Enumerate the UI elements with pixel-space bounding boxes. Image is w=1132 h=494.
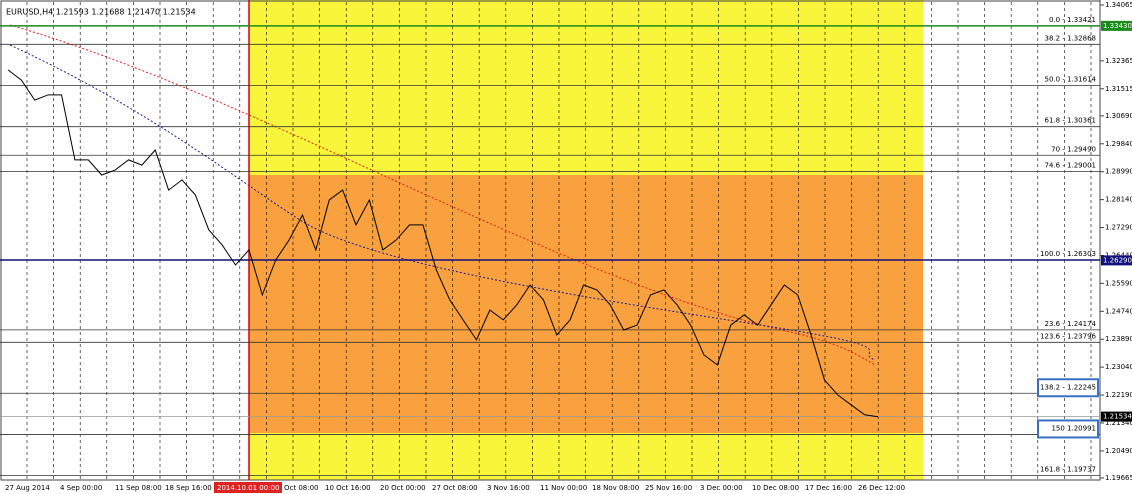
time-label: 25 Nov 16:00 <box>645 484 692 492</box>
price-label: 1.28140 <box>1105 196 1132 204</box>
time-label: Oct 08:00 <box>284 484 319 492</box>
time-label: 10 Oct 16:00 <box>325 484 371 492</box>
price-label: 1.25590 <box>1105 279 1132 287</box>
time-label: 3 Dec 00:00 <box>700 484 743 492</box>
time-label: 11 Sep 08:00 <box>115 484 162 492</box>
price-tag-text: 1.21534 <box>1103 413 1132 421</box>
time-label: 17 Dec 16:00 <box>805 484 852 492</box>
price-tag <box>1101 255 1132 266</box>
price-label: 1.22190 <box>1105 391 1132 399</box>
time-label: 27 Aug 2014 <box>5 484 50 492</box>
price-label: 1.23890 <box>1105 335 1132 343</box>
price-tag <box>1101 411 1132 422</box>
price-label: 1.30690 <box>1105 112 1132 120</box>
price-label: 1.34065 <box>1105 1 1132 9</box>
time-label: 11 Nov 00:00 <box>540 484 587 492</box>
price-label: 1.20490 <box>1105 447 1132 455</box>
fib-label: 150 1.20991 <box>1051 424 1096 432</box>
time-label: 20 Oct 00:00 <box>380 484 426 492</box>
price-line <box>7 69 879 418</box>
price-label: 1.28990 <box>1105 168 1132 176</box>
fib-label: 74.6 - 1.29001 <box>1044 161 1096 169</box>
fib-label: 38.2 - 1.32868 <box>1044 34 1096 42</box>
price-label: 1.31515 <box>1105 85 1132 93</box>
price-tag <box>1101 20 1132 31</box>
orange-zone <box>249 175 923 433</box>
price-label: 1.21340 <box>1105 419 1132 427</box>
price-label: 1.32365 <box>1105 57 1132 65</box>
grid <box>26 2 1092 479</box>
price-label: 1.27290 <box>1105 224 1132 232</box>
fib-label: 161.8 - 1.19737 <box>1040 466 1096 474</box>
time-label: 27 Oct 08:00 <box>432 484 478 492</box>
fib-label: 100.0 - 1.26303 <box>1040 250 1096 258</box>
price-tag-text: 1.33430 <box>1103 22 1132 30</box>
fib-box <box>1037 419 1099 439</box>
moving-average-slow <box>9 24 876 366</box>
price-label: 1.19665 <box>1105 474 1132 482</box>
price-tag-text: 1.26290 <box>1103 256 1132 264</box>
time-label: 26 Dec 12:00 <box>858 484 905 492</box>
fib-label: 61.8 - 1.30361 <box>1044 117 1096 125</box>
price-label: 1.24740 <box>1105 307 1132 315</box>
fib-label: 123.6 - 1.23796 <box>1040 332 1097 340</box>
price-label: 1.29840 <box>1105 140 1132 148</box>
time-label: 18 Sep 16:00 <box>165 484 212 492</box>
time-highlight <box>214 482 282 493</box>
time-label: 18 Nov 08:00 <box>592 484 639 492</box>
symbol-header: EURUSD,H4 1.21593 1.21688 1.21470 1.2153… <box>6 8 196 17</box>
fib-label: 50.0 - 1.31614 <box>1044 76 1096 84</box>
fib-label: 23.6 - 1.24174 <box>1044 320 1096 328</box>
time-label: 10 Dec 08:00 <box>752 484 799 492</box>
fib-label: 0.0 - 1.33421 <box>1049 16 1096 24</box>
time-label: 3 Nov 16:00 <box>487 484 530 492</box>
fib-box <box>1037 378 1099 398</box>
fib-label: 70 - 1.29490 <box>1051 145 1096 153</box>
time-label: 4 Sep 00:00 <box>60 484 102 492</box>
fib-label: 138.2 - 1.22245 <box>1040 383 1096 391</box>
time-label: 2014.10.01 00:00 <box>217 484 279 492</box>
moving-average-fast <box>9 44 876 361</box>
price-label: 1.23040 <box>1105 363 1132 371</box>
